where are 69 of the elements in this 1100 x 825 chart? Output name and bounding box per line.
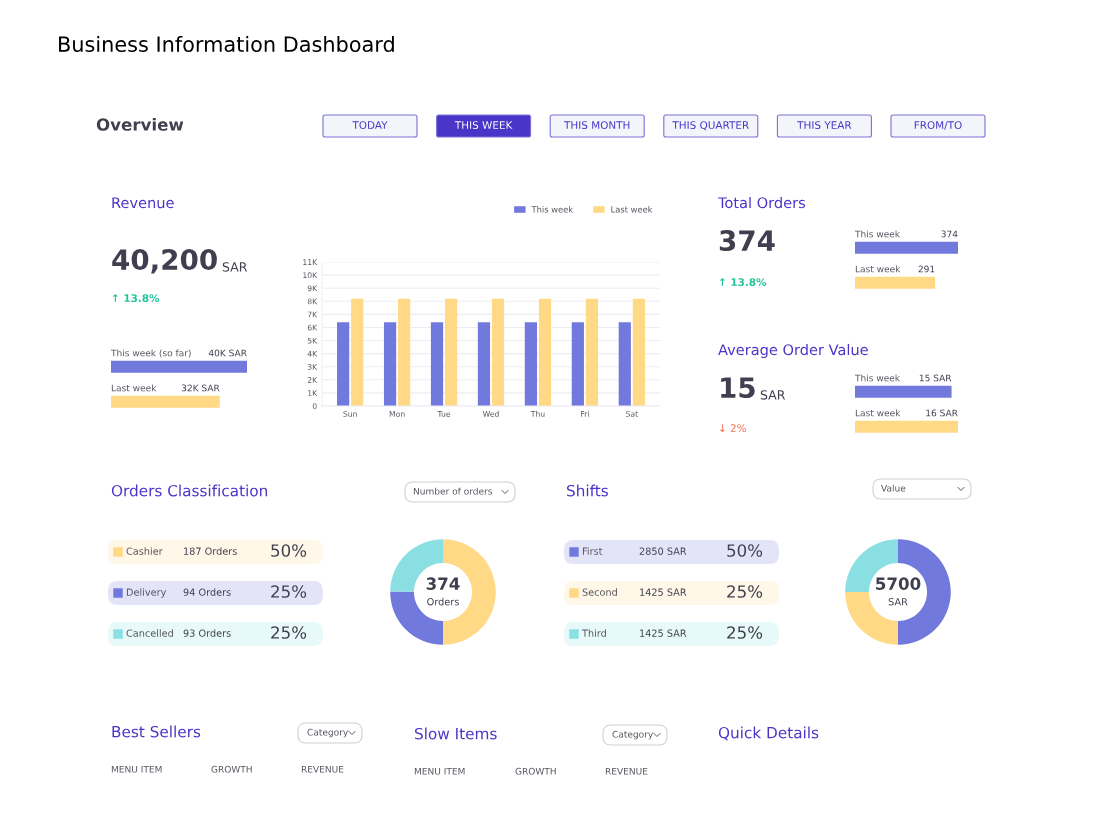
text: 374 — [719, 230, 775, 252]
y-tick-label: This week — [854, 230, 901, 238]
data-label: 374 — [941, 230, 958, 238]
data-label: 15 SAR — [919, 374, 952, 382]
data-label: 16 SAR — [926, 409, 958, 417]
text: FROM/TO — [914, 121, 962, 130]
legend-label: Third — [581, 629, 606, 637]
data-label: 291 — [918, 265, 935, 273]
text: THIS YEAR — [797, 121, 852, 130]
chart-title: Revenue — [112, 197, 174, 209]
text: SAR — [888, 598, 908, 606]
text: ↑ 13.8% — [720, 278, 767, 287]
legend-label: This week — [531, 206, 574, 213]
legend-label: Second — [582, 588, 617, 596]
text: REVENUE — [301, 765, 344, 773]
data-label: 94 Orders — [183, 588, 231, 596]
legend-label: First — [582, 547, 603, 555]
data-label: 40K SAR — [208, 349, 247, 357]
text: 25% — [271, 585, 307, 598]
text: ↑ 13.8% — [113, 294, 160, 303]
data-label: 1425 SAR — [640, 588, 687, 596]
chart-title: Shifts — [567, 484, 608, 497]
y-tick-label: This week (so far) — [110, 349, 191, 358]
chart-title: Average Order Value — [718, 343, 868, 359]
text: 374 — [426, 577, 460, 590]
text: THIS WEEK — [454, 121, 513, 130]
legend-label: Delivery — [126, 588, 167, 598]
text: SAR — [222, 262, 248, 272]
y-tick-label: Last week — [855, 265, 901, 273]
text: MENU ITEM — [111, 765, 162, 773]
text: MENU ITEM — [414, 767, 465, 775]
chart-title: Total Orders — [717, 196, 806, 209]
text: Best Sellers — [112, 725, 201, 738]
text: THIS QUARTER — [672, 121, 749, 131]
text: GROWTH — [211, 765, 252, 773]
text: Number of orders — [413, 487, 493, 495]
data-label: 93 Orders — [183, 629, 231, 637]
text: 25% — [727, 585, 763, 598]
data-label: 32K SAR — [181, 384, 220, 392]
text: 50% — [727, 544, 763, 557]
text: SAR — [760, 390, 786, 400]
text: TODAY — [352, 121, 388, 130]
text: 25% — [727, 626, 763, 639]
text: Value — [881, 484, 906, 492]
data-label: 187 Orders — [184, 547, 237, 555]
text: 5700 — [876, 577, 921, 590]
legend-label: Cashier — [126, 547, 163, 555]
legend-label: Last week — [611, 206, 653, 213]
text: 15 — [721, 377, 755, 399]
data-label: 2850 SAR — [639, 547, 687, 555]
text: 25% — [271, 626, 307, 639]
text: Quick Details — [718, 726, 819, 741]
text: Overview — [96, 117, 184, 131]
text: GROWTH — [515, 767, 556, 775]
text: THIS MONTH — [563, 121, 630, 130]
chart-title: Orders Classification — [111, 484, 268, 497]
legend-label: Cancelled — [126, 629, 173, 637]
text: 50% — [271, 544, 307, 557]
text: ↓ 2% — [720, 424, 746, 433]
text: REVENUE — [605, 767, 648, 775]
text: Category — [612, 730, 653, 740]
y-tick-label: This week — [854, 374, 901, 382]
y-tick-label: Last week — [855, 409, 901, 417]
text: 40,200 — [112, 249, 217, 274]
text: Business Information Dashboard — [59, 35, 394, 53]
text: Category — [307, 728, 348, 738]
text: Slow Items — [415, 727, 497, 740]
text: Orders — [427, 597, 459, 606]
data-label: 1425 SAR — [640, 629, 687, 637]
